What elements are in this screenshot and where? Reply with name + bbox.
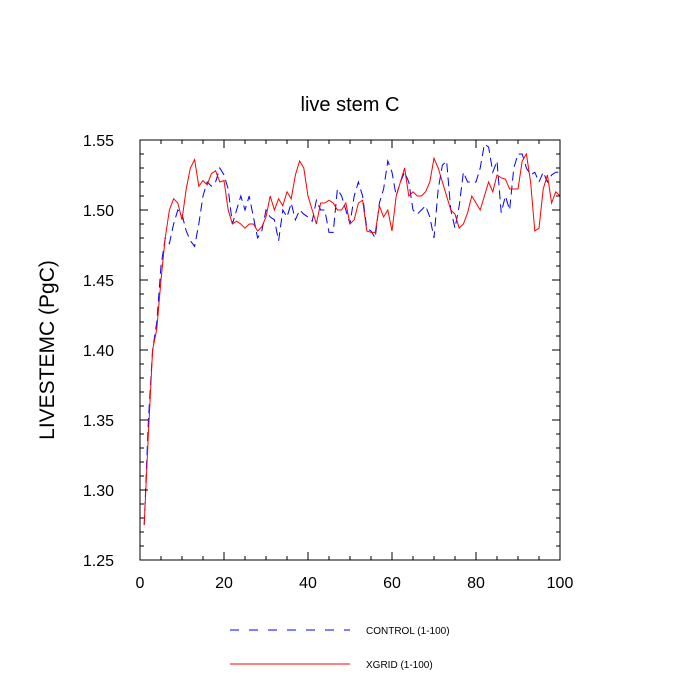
y-tick-label: 1.50 xyxy=(83,203,114,220)
x-tick-label: 60 xyxy=(383,575,401,592)
series-line-0 xyxy=(143,143,560,526)
legend-label-1: XGRID (1-100) xyxy=(366,660,433,671)
legend: CONTROL (1-100) XGRID (1-100) xyxy=(230,626,450,671)
x-tick-label: 40 xyxy=(299,575,317,592)
chart-title: live stem C xyxy=(301,94,400,116)
series-layer xyxy=(143,143,561,526)
y-axis-label: LIVESTEMC (PgC) xyxy=(36,260,59,440)
x-tick-label: 100 xyxy=(547,575,574,592)
y-tick-label: 1.25 xyxy=(83,553,114,570)
x-tick-label: 0 xyxy=(136,575,145,592)
ticks-layer: 0 20 40 60 80 100 1.25 1.30 1.35 1.40 1.45 1.50 1.55 xyxy=(83,133,574,592)
y-tick-label: 1.40 xyxy=(83,343,114,360)
x-tick-label: 20 xyxy=(215,575,233,592)
y-tick-label: 1.30 xyxy=(83,483,114,500)
y-tick-label: 1.55 xyxy=(83,133,114,150)
legend-label-0: CONTROL (1-100) xyxy=(366,626,450,637)
series-line-1 xyxy=(143,152,561,526)
y-tick-label: 1.35 xyxy=(83,413,114,430)
y-tick-label: 1.45 xyxy=(83,273,114,290)
x-tick-label: 80 xyxy=(467,575,485,592)
plot-frame xyxy=(139,139,561,561)
